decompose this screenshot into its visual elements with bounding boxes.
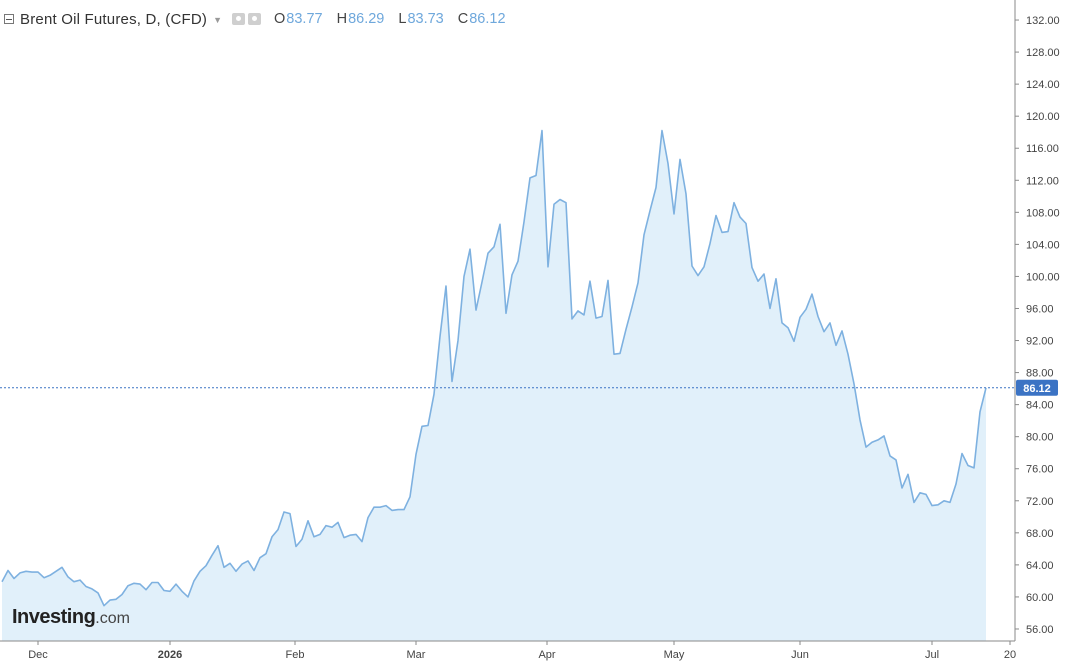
y-tick-label: 124.00 (1026, 79, 1060, 91)
y-tick-label: 104.00 (1026, 239, 1060, 251)
settings-icon[interactable] (248, 13, 262, 25)
y-tick-label: 72.00 (1026, 496, 1054, 508)
close-label: C (457, 11, 469, 27)
x-tick-label: Apr (538, 649, 555, 661)
y-tick-label: 80.00 (1026, 432, 1054, 444)
chart-legend: Brent Oil Futures, D, (CFD) ▼ O 83.77 H 86… (4, 9, 506, 29)
y-axis[interactable]: 56.00 60.00 64.00 68.00 72.00 76.00 80.00 84.00… (0, 0, 1060, 642)
close-value: 86.12 (469, 11, 506, 27)
last-price-badge: 86.12 (1016, 379, 1058, 396)
x-tick-label: Jul (925, 649, 939, 661)
y-tick-label: 112.00 (1026, 175, 1059, 187)
eye-icon[interactable] (232, 13, 246, 25)
x-tick-label: Jun (791, 649, 809, 661)
y-tick-label: 116.00 (1026, 143, 1059, 155)
high-value: 86.29 (348, 11, 385, 27)
y-tick-label: 56.00 (1026, 624, 1054, 636)
logo-name: Investing (12, 606, 96, 628)
y-tick-label: 60.00 (1026, 592, 1054, 604)
last-price-label: 86.12 (1023, 383, 1051, 395)
price-area-fill (2, 130, 986, 641)
x-tick-label: 2026 (158, 649, 182, 661)
collapse-icon[interactable] (4, 14, 14, 24)
x-axis[interactable]: Dec 2026 Feb Mar Apr May Jun Jul 20 (28, 641, 1016, 661)
y-tick-label: 132.00 (1026, 15, 1060, 27)
open-label: O (274, 11, 286, 27)
y-tick-label: 84.00 (1026, 400, 1054, 412)
y-tick-label: 100.00 (1026, 271, 1060, 283)
low-value: 83.73 (407, 11, 444, 27)
y-tick-label: 128.00 (1026, 47, 1060, 59)
investing-logo: Investing.com (12, 606, 130, 629)
price-line (1, 129, 987, 607)
x-tick-label: Mar (407, 649, 426, 661)
x-tick-label: 20 (1004, 649, 1016, 661)
chevron-down-icon[interactable]: ▼ (213, 15, 223, 25)
ohlc-values: O 83.77 H 86.29 L 83.73 C 86.12 (274, 11, 506, 27)
y-tick-label: 92.00 (1026, 336, 1054, 348)
y-tick-label: 68.00 (1026, 528, 1054, 540)
y-tick-label: 76.00 (1026, 464, 1054, 476)
last-price-badge-bg (1016, 379, 1058, 396)
y-tick-label: 120.00 (1026, 111, 1060, 123)
low-label: L (398, 11, 407, 27)
x-tick-label: Feb (286, 649, 305, 661)
open-value: 83.77 (286, 11, 323, 27)
instrument-title[interactable]: Brent Oil Futures, D, (CFD) (20, 10, 208, 28)
x-tick-label: Dec (28, 649, 48, 661)
x-tick-label: May (664, 649, 685, 661)
y-tick-label: 96.00 (1026, 303, 1054, 315)
logo-suffix: .com (95, 610, 130, 627)
high-label: H (336, 11, 348, 27)
y-tick-label: 108.00 (1026, 207, 1060, 219)
y-tick-label: 88.00 (1026, 368, 1054, 380)
y-tick-label: 64.00 (1026, 560, 1054, 572)
